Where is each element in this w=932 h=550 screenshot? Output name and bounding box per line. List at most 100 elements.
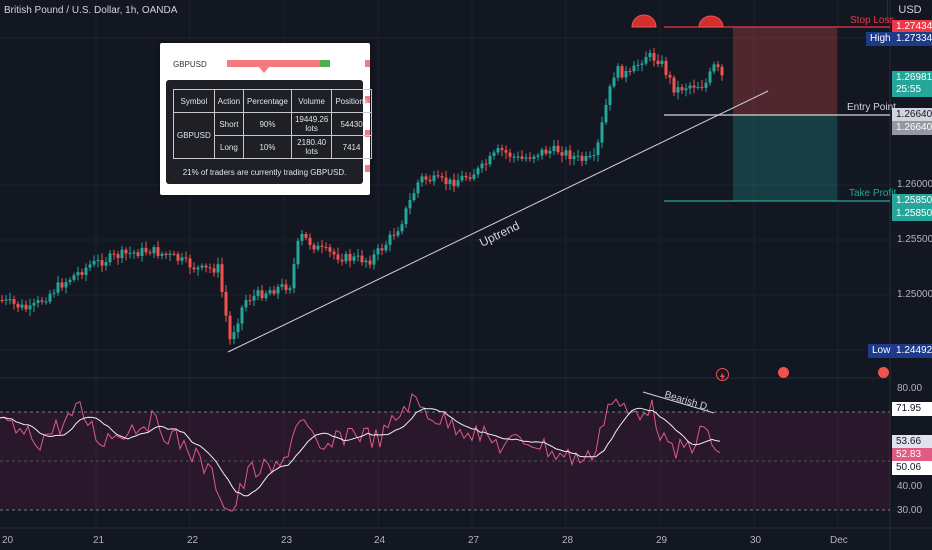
candle-body xyxy=(460,175,464,181)
candle-body xyxy=(200,265,204,268)
candle-body xyxy=(596,142,600,156)
candle-body xyxy=(252,295,256,301)
candle-body xyxy=(220,264,224,292)
uptrend-label: Uptrend xyxy=(477,218,522,249)
candle-body xyxy=(92,261,96,265)
candle-body xyxy=(716,64,720,67)
candle-body xyxy=(512,156,516,158)
rsi-line xyxy=(0,393,721,512)
bearish-divergence-line[interactable] xyxy=(642,391,715,414)
candle-body xyxy=(164,253,168,256)
rsi-mid-label: 50.06 xyxy=(892,461,932,475)
candle-body xyxy=(96,260,100,262)
stop-loss-zone[interactable] xyxy=(733,27,837,115)
candle-body xyxy=(564,150,568,156)
candle-body xyxy=(488,155,492,165)
candle-body xyxy=(608,86,612,105)
rsi-tick: 80.00 xyxy=(897,383,923,394)
candle-body xyxy=(384,244,388,251)
candle-body xyxy=(580,155,584,161)
candle-body xyxy=(524,157,528,159)
candle-body xyxy=(588,155,592,157)
candle-body xyxy=(452,179,456,187)
candle-body xyxy=(328,247,332,252)
candle-body xyxy=(476,168,480,175)
candle-body xyxy=(708,71,712,83)
candle-body xyxy=(604,104,608,123)
candle-body xyxy=(528,157,532,159)
candle-body xyxy=(236,323,240,333)
candle-body xyxy=(404,208,408,225)
date-tick: 24 xyxy=(374,535,386,546)
candle-body xyxy=(432,175,436,182)
lightning-icon[interactable] xyxy=(716,368,729,381)
candle-body xyxy=(584,155,588,161)
date-tick: 30 xyxy=(750,535,762,546)
symbol-title: British Pound / U.S. Dollar, 1h, OANDA xyxy=(4,5,178,16)
candle-body xyxy=(180,257,184,261)
candle-body xyxy=(504,150,508,153)
candle-body xyxy=(108,253,112,263)
candle-body xyxy=(28,305,32,310)
candle-body xyxy=(296,240,300,265)
candle-body xyxy=(100,260,104,266)
th-volume: Volume xyxy=(290,89,333,113)
candle-body xyxy=(496,148,500,153)
candle-body xyxy=(68,279,72,283)
candle-body xyxy=(616,66,620,78)
candle-body xyxy=(112,253,116,255)
candle-body xyxy=(64,282,68,288)
double-top-arc-right xyxy=(698,15,724,28)
candle-body xyxy=(400,224,404,232)
candle-body xyxy=(72,275,76,280)
candle-body xyxy=(128,252,132,254)
date-tick: 28 xyxy=(562,535,574,546)
entry-price-label: 1.26640 xyxy=(892,108,932,122)
candle-body xyxy=(20,304,24,308)
candle-body xyxy=(272,290,276,294)
candle-body xyxy=(544,149,548,154)
candle-body xyxy=(480,163,484,169)
candle-body xyxy=(468,177,472,179)
th-action: Action xyxy=(213,89,245,113)
candle-body xyxy=(376,248,380,255)
candle-body xyxy=(644,56,648,64)
take-profit-zone[interactable] xyxy=(733,115,837,201)
current-price-label: 1.26981 25:55 xyxy=(892,71,932,97)
candle-body xyxy=(4,299,8,301)
candle-body xyxy=(704,82,708,88)
stop-loss-text: Stop Loss xyxy=(850,15,895,26)
price-tick: 1.25500 xyxy=(897,234,932,245)
candle-body xyxy=(88,264,92,268)
candle-body xyxy=(184,257,188,259)
candle-body xyxy=(484,163,488,165)
double-top-arc-left xyxy=(631,14,657,28)
candle-body xyxy=(532,156,536,159)
candle-body xyxy=(540,149,544,156)
cell-short-percentage: 90% xyxy=(243,112,292,136)
candle-body xyxy=(624,70,628,78)
bearish-divergence-label: Bearish D. xyxy=(663,389,711,413)
candle-body xyxy=(668,74,672,78)
candle-body xyxy=(260,290,264,299)
candle-body xyxy=(536,155,540,157)
candle-body xyxy=(284,284,288,291)
candle-body xyxy=(612,77,616,87)
candle-body xyxy=(292,264,296,289)
candle-body xyxy=(652,52,656,61)
sentiment-symbol: GBPUSD xyxy=(173,60,207,69)
flag-event-icon[interactable] xyxy=(778,367,789,378)
candle-body xyxy=(632,65,636,72)
candle-body xyxy=(44,301,48,303)
uptrend-line[interactable] xyxy=(227,90,769,353)
candle-body xyxy=(520,156,524,159)
candle-body xyxy=(552,145,556,151)
sentiment-ratio-bar[interactable] xyxy=(227,60,330,67)
sentiment-table: Symbol Action Percentage Volume Position… xyxy=(173,89,372,159)
flag-event-icon[interactable] xyxy=(878,367,889,378)
candle-body xyxy=(268,290,272,294)
date-tick: 20 xyxy=(2,535,14,546)
candle-body xyxy=(0,300,4,301)
candle-body xyxy=(440,176,444,178)
